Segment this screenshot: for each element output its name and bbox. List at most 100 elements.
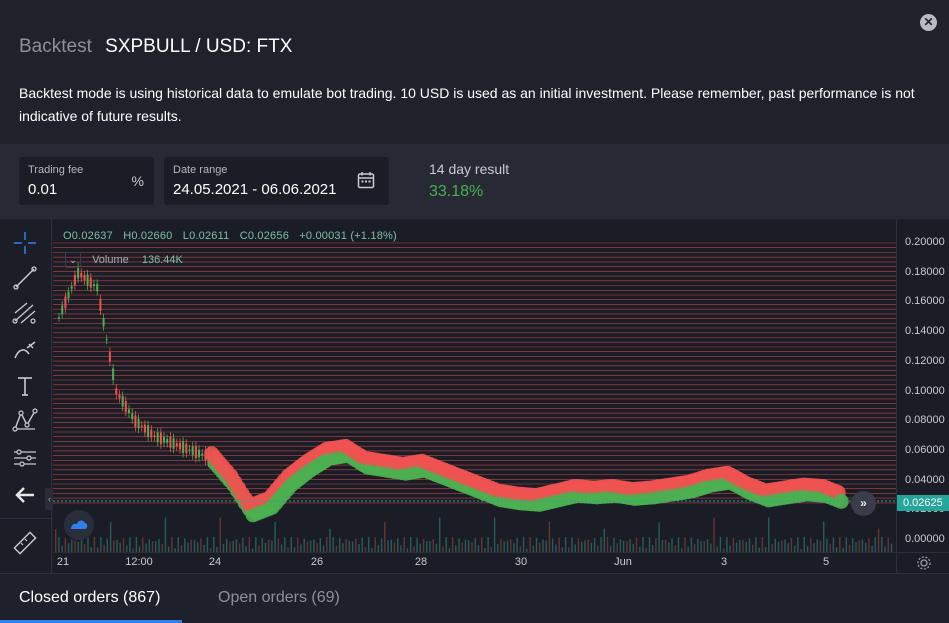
volume-bar (258, 545, 260, 552)
trading-fee-field[interactable]: Trading fee 0.01 % (19, 157, 154, 205)
volume-bar (148, 539, 150, 552)
volume-bar (313, 539, 315, 552)
volume-bar (161, 543, 163, 552)
candle-body (58, 317, 60, 319)
volume-bar (219, 517, 221, 552)
ohlc-close: C0.02656 (239, 230, 290, 242)
volume-bar (429, 541, 431, 552)
candle-body (80, 272, 83, 278)
volume-bar (510, 539, 512, 552)
volume-bar (671, 538, 673, 552)
volume-bar (145, 543, 147, 552)
candle-body (150, 429, 153, 438)
volume-bar (600, 537, 602, 552)
volume-bar (119, 542, 121, 552)
volume-bar (297, 537, 299, 552)
crosshair-icon[interactable] (11, 229, 39, 257)
candle-body (134, 415, 137, 427)
volume-bar (55, 529, 57, 552)
volume-bar (539, 542, 541, 552)
volume-bar (551, 538, 554, 552)
date-range-field[interactable]: Date range 24.05.2021 - 06.06.2021 (164, 157, 389, 205)
volume-bar (513, 543, 515, 552)
volume-bar (519, 546, 522, 552)
volume-bar (555, 544, 557, 552)
volume-bar (129, 537, 131, 552)
volume-bar (632, 543, 634, 552)
calendar-icon[interactable] (357, 171, 375, 189)
volume-bar (339, 537, 341, 552)
volume-bar (629, 538, 631, 552)
time-tick-label: 28 (414, 556, 428, 568)
chart-area[interactable]: O0.02637 H0.02660 L0.02611 C0.02656 +0.0… (53, 219, 896, 552)
volume-bar (887, 537, 889, 552)
volume-bar (635, 537, 638, 552)
text-icon[interactable] (11, 372, 39, 400)
drawing-toolbar (0, 219, 52, 573)
tab-closed-orders[interactable]: Closed orders (867) (19, 589, 161, 606)
volume-bar (810, 537, 812, 552)
ruler-icon[interactable] (11, 529, 39, 557)
volume-bar (355, 538, 357, 552)
volume-bar (126, 545, 128, 552)
volume-bar (167, 546, 170, 552)
volume-bar (690, 537, 693, 552)
volume-bar (858, 540, 860, 552)
volume-bar (500, 538, 502, 552)
volume-bar (522, 537, 525, 552)
date-range-value[interactable]: 24.05.2021 - 06.06.2021 (173, 181, 337, 198)
volume-bar (403, 537, 405, 552)
volume-bar (729, 545, 731, 552)
candle-body (73, 274, 76, 286)
volume-bar (200, 538, 202, 552)
candle-body (175, 443, 178, 447)
volume-bar (664, 539, 667, 552)
volume-bar (261, 538, 263, 552)
volume-bar (739, 539, 741, 552)
back-arrow-icon[interactable] (11, 481, 39, 509)
pattern-icon[interactable] (11, 407, 39, 435)
volume-bar (564, 537, 567, 552)
trading-fee-value[interactable]: 0.01 (28, 181, 58, 198)
gear-icon[interactable] (916, 555, 932, 571)
candle-body (201, 453, 204, 456)
volume-bar (374, 537, 376, 552)
volume-bar (387, 540, 389, 552)
volume-bar (761, 537, 764, 552)
chevron-down-icon[interactable]: ⌄ (65, 252, 81, 268)
price-axis[interactable]: 0.20000 0.18000 0.16000 0.14000 0.12000 0.100… (896, 219, 949, 552)
chart-settings-corner[interactable] (896, 552, 949, 573)
scroll-to-realtime-button[interactable]: » (851, 491, 876, 516)
pitchfork-icon[interactable] (11, 299, 39, 327)
volume-bar (764, 547, 767, 552)
volume-bar (587, 539, 589, 552)
volume-bar (90, 547, 92, 552)
volume-bar (835, 547, 838, 552)
volume-bar (151, 541, 154, 552)
price-chart[interactable] (53, 219, 896, 552)
tradingview-logo-icon[interactable] (64, 510, 94, 540)
volume-bar (197, 542, 199, 552)
volume-bar (74, 540, 76, 552)
volume-bar (84, 544, 86, 552)
time-tick-label: 24 (208, 556, 222, 568)
price-tick-label: 0.20000 (905, 236, 945, 248)
volume-bar (138, 546, 141, 552)
volume-bar (245, 546, 247, 552)
result-value: 33.18% (429, 183, 484, 200)
volume-bar (439, 517, 441, 552)
time-axis[interactable]: 21 12:00 24 26 28 30 Jun 3 5 (53, 552, 896, 573)
volume-bar (584, 540, 586, 552)
toolbar-collapse-button[interactable]: ‹ (45, 488, 54, 510)
measure-icon[interactable] (11, 444, 39, 472)
volume-bar (135, 537, 138, 552)
brush-icon[interactable] (11, 336, 39, 364)
volume-bar (781, 540, 783, 552)
volume-bar (871, 545, 873, 552)
volume-bar (771, 544, 773, 552)
trend-line-icon[interactable] (11, 264, 39, 292)
candle-body (118, 394, 121, 399)
close-icon[interactable]: ✕ (920, 14, 937, 31)
volume-bar (616, 543, 618, 552)
tab-open-orders[interactable]: Open orders (69) (218, 589, 340, 606)
